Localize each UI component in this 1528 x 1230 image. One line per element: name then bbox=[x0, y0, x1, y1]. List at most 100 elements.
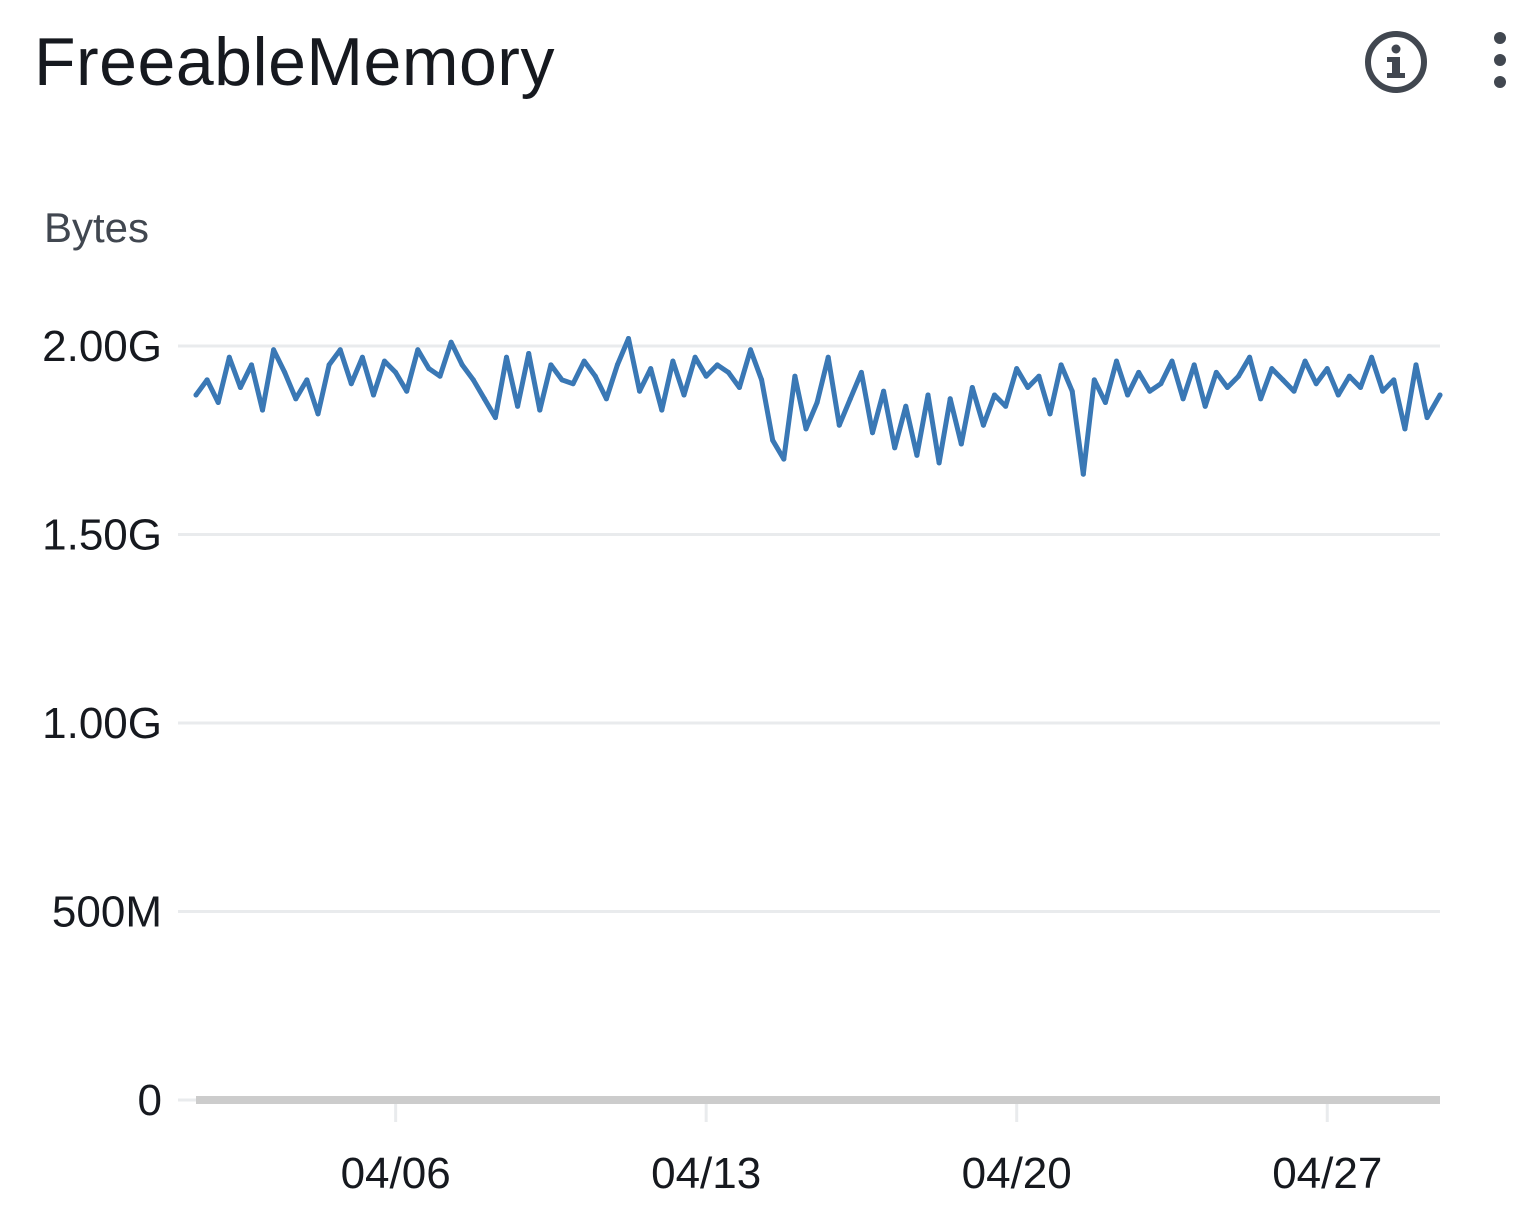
data-point bbox=[415, 347, 421, 353]
data-point bbox=[382, 358, 387, 364]
data-point bbox=[1136, 369, 1142, 375]
data-point bbox=[448, 339, 454, 345]
x-axis-ticks: 04/06 04/13 04/20 04/27 bbox=[196, 1096, 1440, 1198]
data-point bbox=[1291, 388, 1297, 394]
x-tick-label: 04/27 bbox=[1272, 1149, 1382, 1198]
data-point bbox=[481, 396, 487, 402]
data-point bbox=[759, 377, 765, 383]
data-point bbox=[648, 366, 654, 372]
data-point bbox=[681, 392, 687, 398]
x-tick-label: 04/06 bbox=[341, 1149, 451, 1198]
data-point bbox=[315, 411, 321, 417]
data-point bbox=[459, 362, 465, 368]
data-point bbox=[1058, 362, 1064, 368]
data-point bbox=[1080, 471, 1086, 477]
chart-area: Bytes 0 500M 1.00G 1.50G 2.00G 04/06 04/13 04/… bbox=[0, 130, 1528, 1230]
data-point bbox=[947, 396, 953, 402]
data-point bbox=[1391, 377, 1397, 383]
data-point bbox=[293, 396, 299, 402]
data-point bbox=[548, 362, 554, 368]
data-point bbox=[1169, 358, 1175, 364]
data-point bbox=[504, 354, 509, 360]
data-point bbox=[1437, 392, 1443, 398]
data-point bbox=[1335, 392, 1341, 398]
data-point bbox=[1014, 366, 1020, 372]
data-point bbox=[603, 396, 609, 402]
data-point bbox=[348, 381, 354, 387]
data-point bbox=[847, 396, 853, 402]
widget-header: FreeableMemory bbox=[0, 0, 1528, 130]
data-point bbox=[903, 403, 909, 409]
series-layer bbox=[193, 336, 1443, 477]
y-tick-label: 0 bbox=[138, 1076, 162, 1125]
data-point bbox=[304, 377, 310, 383]
x-tick-label: 04/13 bbox=[651, 1149, 761, 1198]
data-point bbox=[470, 377, 476, 383]
data-point bbox=[992, 392, 997, 398]
y-tick-label: 500M bbox=[52, 888, 162, 937]
data-point bbox=[1369, 354, 1375, 360]
data-point bbox=[492, 415, 498, 421]
data-point bbox=[1224, 385, 1230, 390]
data-point bbox=[958, 441, 964, 447]
data-point bbox=[570, 381, 576, 387]
data-point bbox=[1324, 366, 1330, 372]
data-point bbox=[1213, 369, 1219, 375]
y-tick-label: 1.50G bbox=[42, 511, 162, 560]
data-point bbox=[1358, 385, 1363, 390]
y-tick-label: 1.00G bbox=[42, 699, 162, 748]
data-point bbox=[814, 400, 820, 405]
info-button[interactable] bbox=[1362, 28, 1430, 96]
data-point bbox=[326, 362, 332, 368]
data-point bbox=[1258, 396, 1264, 402]
data-point bbox=[881, 388, 887, 394]
data-point bbox=[714, 362, 720, 368]
data-point bbox=[226, 354, 232, 360]
data-point bbox=[1402, 426, 1408, 432]
data-point bbox=[1346, 373, 1352, 379]
data-point bbox=[1413, 362, 1419, 368]
data-point bbox=[559, 377, 565, 383]
x-tick-label: 04/20 bbox=[962, 1149, 1072, 1198]
data-point bbox=[204, 377, 210, 383]
data-point bbox=[1003, 403, 1009, 409]
data-point bbox=[371, 392, 376, 398]
data-point bbox=[592, 373, 598, 379]
data-point bbox=[825, 354, 831, 360]
data-point bbox=[1047, 411, 1053, 417]
data-point bbox=[914, 452, 920, 458]
data-point bbox=[1025, 385, 1031, 390]
data-point bbox=[1069, 388, 1075, 394]
y-axis-ticks: 0 500M 1.00G 1.50G 2.00G bbox=[42, 322, 162, 1125]
data-point bbox=[803, 426, 809, 432]
data-point bbox=[1202, 403, 1208, 409]
data-point bbox=[404, 388, 410, 394]
data-point bbox=[626, 336, 631, 341]
widget-title: FreeableMemory bbox=[34, 24, 555, 100]
data-point bbox=[581, 358, 587, 364]
data-point bbox=[359, 354, 365, 360]
data-point bbox=[437, 373, 443, 379]
data-point bbox=[1191, 362, 1197, 368]
data-point bbox=[870, 430, 875, 436]
data-point bbox=[836, 422, 842, 428]
data-point bbox=[426, 366, 432, 372]
data-point bbox=[637, 388, 643, 394]
data-point bbox=[1125, 392, 1131, 398]
series-line[interactable] bbox=[193, 336, 1443, 477]
more-options-button[interactable] bbox=[1478, 26, 1522, 98]
data-point bbox=[980, 422, 986, 428]
data-point bbox=[1180, 396, 1186, 402]
data-point bbox=[193, 392, 199, 398]
data-point bbox=[1247, 354, 1253, 360]
data-point bbox=[725, 369, 731, 375]
data-point bbox=[1380, 388, 1386, 394]
data-point bbox=[1036, 373, 1042, 379]
data-point bbox=[792, 373, 798, 379]
data-point bbox=[925, 392, 931, 398]
data-point bbox=[337, 347, 343, 353]
data-point bbox=[282, 369, 288, 375]
data-point bbox=[215, 400, 221, 405]
data-point bbox=[1158, 381, 1164, 387]
